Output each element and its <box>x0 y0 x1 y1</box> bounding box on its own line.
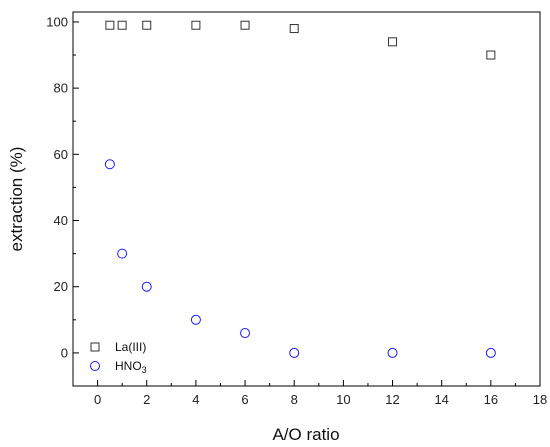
plot-frame <box>72 11 541 387</box>
y-tick-label: 60 <box>54 147 68 162</box>
y-axis: 0 20 40 60 80 100 <box>46 14 79 387</box>
hno3-circle-point <box>141 281 152 292</box>
la-square-point <box>240 20 250 30</box>
x-tick-label: 10 <box>336 392 350 407</box>
x-tick-label: 4 <box>192 392 199 407</box>
y-tick-label: 0 <box>61 345 68 360</box>
hno3-circle-point <box>387 347 398 358</box>
la-square-point <box>289 24 299 34</box>
x-tick-label: 14 <box>434 392 448 407</box>
legend: La(III) HNO3 <box>90 340 147 375</box>
la-square-point <box>388 37 398 47</box>
data-marks <box>104 20 496 358</box>
hno3-circle-point <box>485 347 496 358</box>
x-tick-label: 8 <box>291 392 298 407</box>
la-square-point <box>486 50 496 60</box>
y-tick-label: 80 <box>54 81 68 96</box>
la-square-point <box>191 20 201 30</box>
la-square-point <box>117 20 127 30</box>
y-tick-label: 20 <box>54 279 68 294</box>
hno3-circle-point <box>117 248 128 259</box>
la-square-point <box>142 20 152 30</box>
x-tick-label: 6 <box>241 392 248 407</box>
y-axis-title: extraction (%) <box>7 147 26 252</box>
hno3-circle-point <box>289 347 300 358</box>
la-square-point <box>105 20 115 30</box>
legend-label: HNO3 <box>115 359 147 375</box>
x-tick-label: 18 <box>533 392 547 407</box>
x-tick-label: 16 <box>484 392 498 407</box>
hno3-circle-point <box>104 159 115 170</box>
x-tick-label: 2 <box>143 392 150 407</box>
legend-label: La(III) <box>115 340 146 354</box>
hno3-circle-point <box>240 328 251 339</box>
legend-circle-icon <box>90 361 100 371</box>
x-axis: 0 2 4 6 8 10 12 14 16 18 <box>72 380 547 407</box>
y-tick-label: 100 <box>46 14 68 29</box>
x-axis-title: A/O ratio <box>272 425 339 444</box>
legend-square-icon <box>90 342 100 352</box>
x-tick-label: 12 <box>385 392 399 407</box>
y-tick-label: 40 <box>54 213 68 228</box>
x-tick-label: 0 <box>94 392 101 407</box>
hno3-circle-point <box>190 314 201 325</box>
